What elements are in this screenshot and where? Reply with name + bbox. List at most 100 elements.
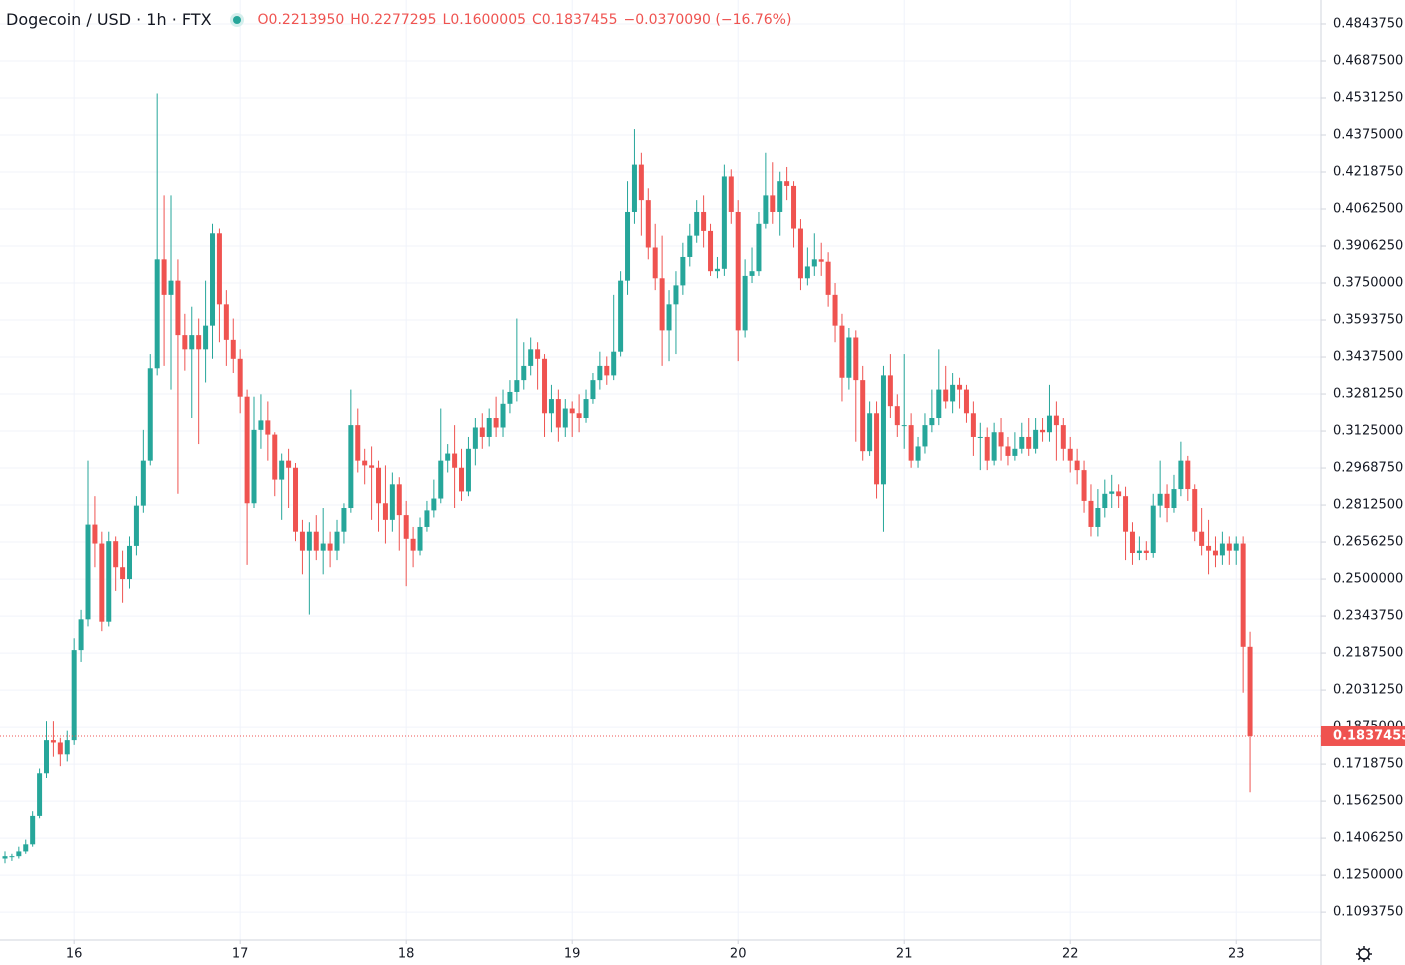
candle-body [1074,460,1080,471]
candle-body [334,531,340,551]
candle-body [1136,550,1142,554]
candle-body [542,358,548,414]
candle-body [1095,508,1101,527]
candle-body [64,740,70,755]
candle-body [341,508,347,532]
candle-body [203,325,209,350]
candle-body [1206,545,1212,551]
candle-body [369,465,375,468]
y-tick-label: 0.4062500 [1333,202,1403,217]
candle-body [182,335,188,350]
candle-body [410,538,416,551]
y-tick-label: 0.4687500 [1333,53,1403,68]
candle-body [189,335,195,350]
candle-body [569,408,575,414]
candle-body [154,259,160,369]
candle-body [708,230,714,272]
candle-body [1012,448,1018,456]
candle-body [618,280,624,352]
candle-body [611,351,617,376]
candle-body [763,195,769,224]
candle-body [30,815,36,845]
candle-body [1005,446,1011,456]
candle-body [299,531,305,551]
y-tick-label: 0.3593750 [1333,313,1403,328]
candle-body [604,365,610,376]
candle-body [652,247,658,279]
candle-body [887,375,893,407]
candle-body [78,619,84,651]
candle-body [631,164,637,212]
candle-body [493,418,499,428]
candle-body [459,467,465,492]
candle-body [2,856,8,859]
status-dot [229,12,244,27]
y-tick-label: 0.3125000 [1333,424,1403,439]
candle-body [1192,489,1198,532]
candle-body [23,844,29,852]
candle-body [811,259,817,267]
candle-body [1109,491,1115,494]
candle-body [1116,491,1122,497]
candle-body [645,200,651,248]
candle-body [1212,550,1218,556]
candle-body [9,856,15,858]
candle-body [37,773,43,816]
candle-body [1164,493,1170,509]
candle-body [832,294,838,326]
candle-body [977,436,983,438]
x-tick-label: 19 [564,947,581,962]
candle-body [376,467,382,504]
candle-body [1033,429,1039,449]
candle-body [1240,543,1246,647]
candle-body [839,325,845,378]
x-tick-label: 18 [398,947,415,962]
y-tick-label: 0.4531250 [1333,90,1403,105]
candle-body [486,418,492,437]
last-price-label: 0.1837455 [1333,728,1405,743]
candle-body [721,176,727,269]
candle-body [16,851,22,857]
candle-body [901,425,907,427]
candle-body [950,384,956,402]
y-tick-label: 0.2656250 [1333,535,1403,550]
candle-body [984,436,990,461]
candle-body [57,742,63,755]
candle-body [742,275,748,331]
candle-body [1040,429,1046,433]
candle-body [1219,543,1225,556]
candle-body [237,358,243,397]
ohlc-value: C0.1837455 [532,11,618,28]
candle-body [320,543,326,551]
candle-body [1143,550,1149,554]
candle-body [576,413,582,419]
candle-body [853,337,859,381]
candle-body [348,425,354,509]
candle-body [514,380,520,392]
y-tick-label: 0.1718750 [1333,757,1403,772]
candle-body [694,211,700,236]
candle-body [908,425,914,461]
candle-body [818,259,824,262]
settings-icon[interactable] [1356,946,1372,962]
candle-body [424,510,430,527]
candle-body [272,434,278,480]
y-tick-label: 0.4375000 [1333,127,1403,142]
candle-body [701,211,707,231]
y-tick-label: 0.2500000 [1333,572,1403,587]
candle-body [562,408,568,428]
y-tick-label: 0.2343750 [1333,609,1403,624]
candle-body [735,211,741,331]
candle-body [133,505,139,546]
candle-body [230,339,236,359]
candle-body [479,427,485,437]
candle-body [1226,543,1232,551]
ohlc-value: L0.1600005 [442,11,527,28]
x-tick-label: 23 [1228,947,1245,962]
candle-body [438,460,444,499]
candle-body [445,453,451,461]
y-tick-label: 0.2187500 [1333,646,1403,661]
candle-body [590,380,596,400]
